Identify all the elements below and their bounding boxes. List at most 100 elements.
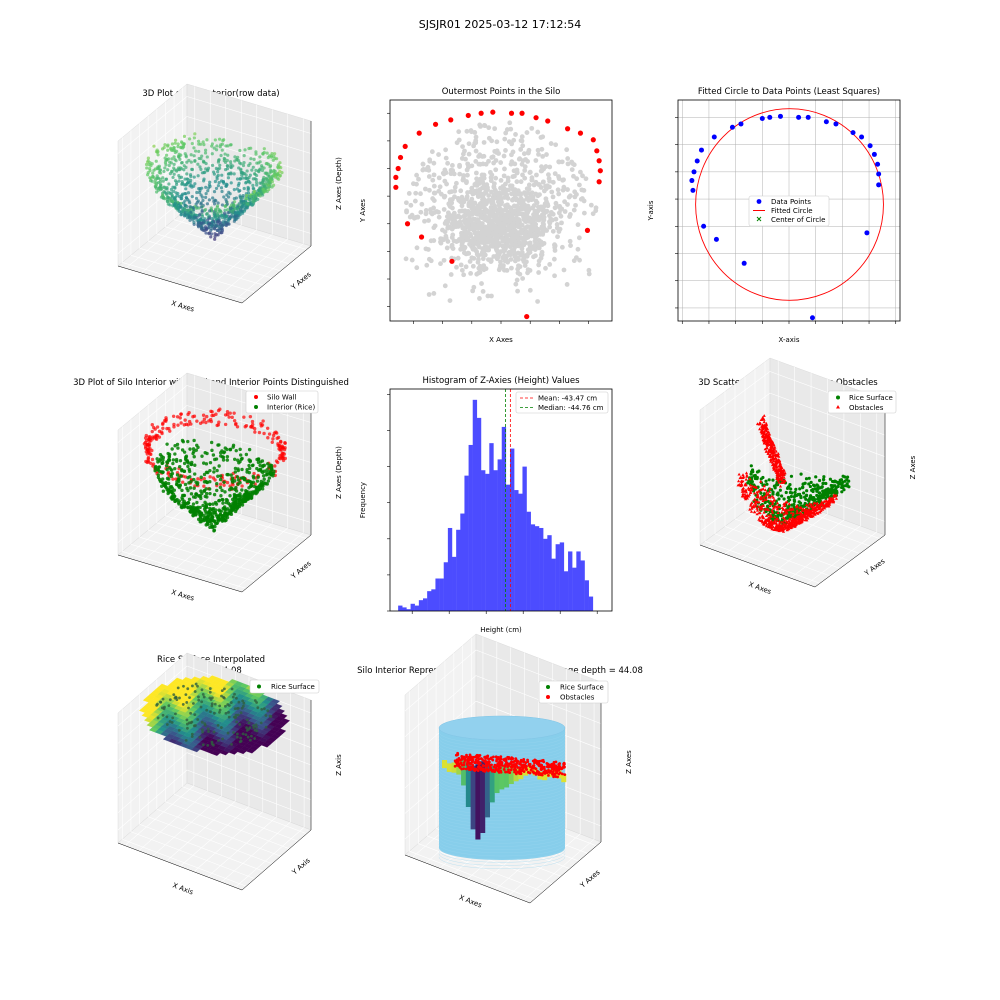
- interior-point: [455, 255, 461, 261]
- interior-point: [449, 244, 455, 249]
- scatter-point: [195, 206, 199, 210]
- scatter-point: [220, 203, 225, 207]
- interior-point: [488, 175, 494, 180]
- scatter-point: [216, 170, 220, 174]
- interior-point: [549, 189, 555, 195]
- scatter-point: [255, 183, 259, 187]
- scatter-point: [180, 212, 184, 216]
- interior-point: [501, 253, 507, 259]
- interior-point: [229, 473, 233, 477]
- scatter-point: [216, 228, 220, 232]
- scatter-point: [189, 153, 193, 157]
- interior-points: [403, 120, 599, 304]
- interior-point: [547, 224, 553, 230]
- rice-point: [825, 489, 829, 493]
- interior-point: [506, 187, 511, 193]
- data-point: [833, 121, 839, 127]
- interior-point: [256, 457, 261, 462]
- x-axis-label: X Axes: [747, 580, 772, 596]
- scatter-point: [220, 173, 224, 177]
- interior-point: [261, 464, 265, 469]
- scatter-point: [211, 196, 215, 200]
- interior-point: [234, 489, 239, 493]
- interior-point: [443, 235, 449, 241]
- interior-point: [494, 244, 500, 249]
- interior-point: [426, 292, 432, 297]
- z-axis-label: Z Axes: [909, 455, 917, 479]
- interior-point: [459, 235, 465, 241]
- scatter-point: [161, 179, 165, 183]
- scatter-point: [229, 171, 233, 175]
- interior-point: [511, 203, 517, 209]
- scatter-point: [246, 202, 250, 206]
- floor-gridline-y: [139, 247, 264, 286]
- interior-point: [465, 190, 470, 195]
- rice-point: [812, 484, 817, 488]
- interior-point: [157, 465, 162, 469]
- legend-label-center: Center of Circle: [771, 216, 825, 224]
- interior-point: [211, 453, 216, 457]
- interior-point: [559, 206, 565, 212]
- interior-point: [541, 188, 547, 194]
- interior-point: [414, 181, 419, 187]
- scatter-point: [251, 183, 255, 187]
- scatter-point: [169, 187, 174, 192]
- interior-point: [458, 188, 464, 194]
- interior-point: [514, 216, 520, 222]
- interior-point: [569, 167, 575, 172]
- scatter-point: [175, 168, 179, 172]
- histogram-bar: [476, 417, 482, 611]
- interior-point: [507, 205, 513, 211]
- scatter-point: [278, 169, 282, 173]
- interior-point: [187, 481, 191, 485]
- rice-point: [805, 489, 809, 493]
- scatter-point: [163, 197, 167, 201]
- scatter-point: [188, 201, 192, 205]
- scatter-point: [202, 143, 206, 147]
- scatter-point: [195, 190, 199, 195]
- interior-point: [543, 164, 549, 169]
- interior-point: [194, 492, 198, 496]
- scatter-point: [244, 176, 248, 180]
- interior-point: [552, 171, 558, 177]
- interior-point: [166, 451, 170, 456]
- scatter-point: [185, 172, 189, 176]
- outermost-point: [577, 130, 584, 136]
- rice-point: [802, 491, 806, 495]
- interior-point: [466, 141, 472, 147]
- interior-point: [535, 193, 541, 199]
- interior-point: [176, 477, 181, 482]
- interior-point: [490, 243, 495, 249]
- scatter-point: [180, 180, 184, 184]
- interior-point: [419, 201, 425, 207]
- scatter-point: [145, 166, 149, 170]
- scatter-point: [172, 172, 176, 176]
- scatter-point: [236, 159, 241, 163]
- scatter-point: [231, 210, 235, 214]
- wall-point: [210, 413, 214, 418]
- histogram-bar: [481, 470, 486, 611]
- interior-point: [443, 147, 449, 153]
- scatter-point: [200, 195, 204, 199]
- interior-point: [404, 209, 409, 215]
- rice-point: [761, 475, 765, 480]
- wall-point: [211, 476, 216, 480]
- outermost-point: [590, 137, 596, 143]
- data-point: [701, 223, 707, 229]
- scatter-point: [223, 152, 227, 156]
- histogram-bar: [447, 527, 453, 611]
- interior-point: [183, 457, 188, 461]
- interior-point: [487, 169, 493, 175]
- interior-point: [448, 167, 454, 173]
- scatter-point: [220, 148, 224, 152]
- interior-point: [476, 177, 482, 183]
- wall-point: [265, 426, 270, 430]
- scatter-point: [209, 235, 213, 239]
- interior-point: [447, 298, 453, 304]
- interior-point: [218, 477, 223, 482]
- rice-point: [820, 494, 824, 498]
- interior-point: [531, 182, 537, 188]
- rice-point: [807, 497, 812, 501]
- outermost-point: [397, 154, 404, 161]
- interior-point: [477, 187, 483, 192]
